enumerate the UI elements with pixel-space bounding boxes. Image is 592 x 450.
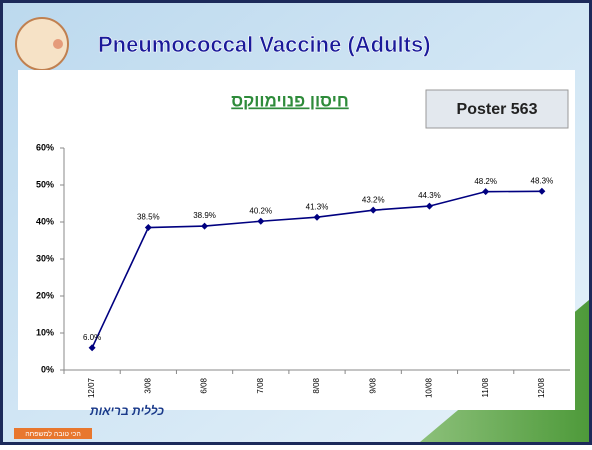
- value-label: 38.5%: [137, 213, 160, 222]
- value-label: 38.9%: [193, 211, 216, 220]
- value-label: 43.2%: [362, 195, 385, 204]
- value-label: 48.3%: [531, 176, 554, 185]
- point: [144, 224, 152, 232]
- logo-tagline: הכי טובה למשפחה: [25, 430, 81, 438]
- point: [88, 344, 96, 352]
- point: [538, 187, 546, 195]
- x-tick-label: 12/07: [87, 377, 96, 398]
- point: [425, 202, 433, 210]
- x-tick-label: 3/08: [143, 377, 152, 393]
- y-tick-label: 50%: [36, 179, 54, 189]
- value-label: 48.2%: [474, 177, 497, 186]
- x-tick-label: 12/08: [537, 377, 546, 398]
- x-tick-label: 10/08: [425, 377, 434, 398]
- value-label: 44.3%: [418, 191, 441, 200]
- x-tick-label: 7/08: [256, 377, 265, 393]
- point: [369, 206, 377, 214]
- y-tick-label: 10%: [36, 327, 54, 337]
- value-label: 6.0%: [83, 333, 101, 342]
- x-tick-label: 9/08: [368, 377, 377, 393]
- poster-label: Poster 563: [457, 101, 538, 118]
- logo-bar: [14, 428, 92, 439]
- y-tick-label: 20%: [36, 290, 54, 300]
- y-tick-label: 0%: [41, 364, 54, 374]
- y-tick-label: 40%: [36, 216, 54, 226]
- poster-box: [425, 89, 569, 129]
- point: [257, 217, 265, 225]
- x-tick-label: 8/08: [312, 377, 321, 393]
- x-tick-label: 6/08: [200, 377, 209, 393]
- point: [201, 222, 209, 230]
- point: [313, 213, 321, 221]
- point: [482, 188, 490, 196]
- value-label: 41.3%: [306, 202, 329, 211]
- x-tick-label: 11/08: [481, 377, 490, 397]
- value-label: 40.2%: [249, 206, 272, 215]
- baby-cheek: [53, 39, 63, 49]
- y-tick-label: 30%: [36, 253, 54, 263]
- y-tick-label: 60%: [36, 142, 54, 152]
- subtitle: חיסון פנוימווקס: [231, 91, 348, 110]
- slide-title: Pneumococcal Vaccine (Adults): [98, 32, 431, 57]
- logo-name: כללית בריאות: [89, 404, 164, 418]
